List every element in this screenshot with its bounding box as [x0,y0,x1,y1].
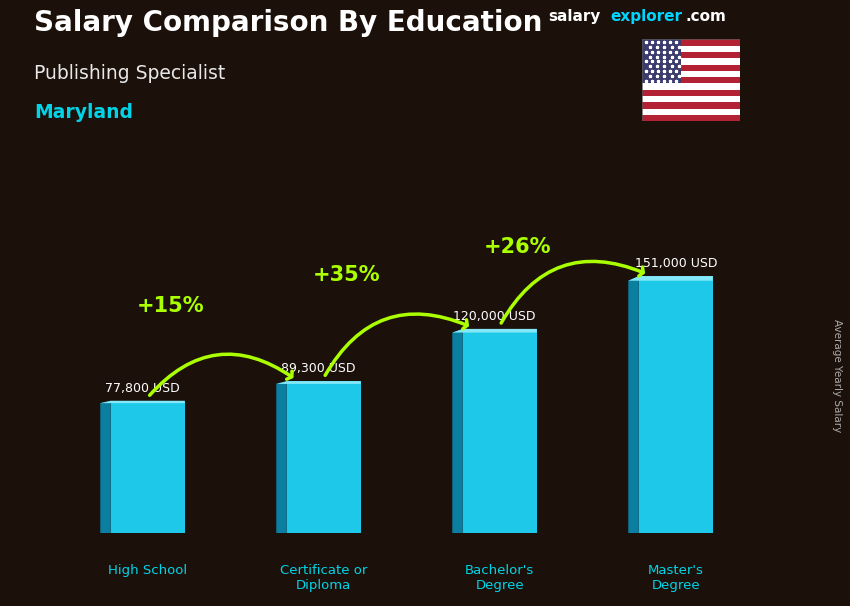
Bar [642,65,740,71]
Text: 89,300 USD: 89,300 USD [281,362,356,375]
Bar [642,71,740,77]
Bar [642,102,740,108]
Text: explorer: explorer [610,9,683,24]
Bar [642,39,740,45]
Text: .com: .com [686,9,727,24]
Text: 77,800 USD: 77,800 USD [105,382,180,395]
Text: Maryland: Maryland [34,103,133,122]
Bar [642,96,740,102]
Text: 120,000 USD: 120,000 USD [453,310,536,323]
Bar [642,108,740,115]
Bar [642,52,740,58]
Bar [110,401,184,533]
Bar [639,276,713,533]
Polygon shape [452,329,536,333]
Bar [642,39,681,84]
Text: +26%: +26% [484,236,551,256]
Text: +35%: +35% [313,265,381,285]
Text: +15%: +15% [137,296,205,316]
Text: Salary Comparison By Education: Salary Comparison By Education [34,9,542,37]
Text: Bachelor's
Degree: Bachelor's Degree [465,564,535,592]
Text: 151,000 USD: 151,000 USD [635,257,717,270]
Polygon shape [628,276,713,281]
Polygon shape [276,381,360,384]
Bar [642,84,740,90]
Text: salary: salary [548,9,601,24]
Polygon shape [100,401,184,403]
Bar [642,115,740,121]
Bar [463,329,536,533]
Polygon shape [452,329,463,533]
Text: Publishing Specialist: Publishing Specialist [34,64,225,82]
Bar [642,45,740,52]
Text: High School: High School [108,564,187,577]
Bar [642,77,740,84]
Bar [286,381,360,533]
Bar [642,58,740,65]
Polygon shape [628,276,639,533]
Text: Average Yearly Salary: Average Yearly Salary [832,319,842,432]
Text: Certificate or
Diploma: Certificate or Diploma [280,564,367,592]
Bar [642,90,740,96]
Polygon shape [276,381,286,533]
Text: Master's
Degree: Master's Degree [648,564,704,592]
Polygon shape [100,401,110,533]
